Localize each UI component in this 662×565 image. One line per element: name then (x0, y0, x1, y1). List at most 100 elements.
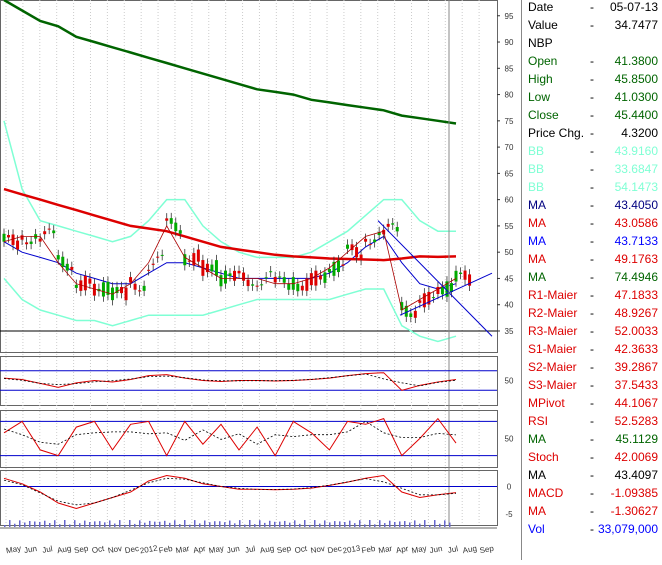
x-tick-label: 2013 (342, 543, 362, 555)
volume-bar (384, 523, 386, 527)
info-row: Vol -33,079,000 (526, 520, 658, 538)
volume-bar (29, 521, 31, 527)
info-label: Date (528, 0, 554, 14)
candle-body (364, 238, 368, 242)
volume-bar (444, 520, 446, 527)
volume-bar (369, 520, 371, 527)
info-label: Close (528, 108, 559, 122)
volume-bar (19, 520, 21, 527)
candle-body (436, 286, 440, 294)
candle-body (70, 266, 74, 270)
info-row: Price Chg. - 4.3200 (526, 124, 658, 142)
volume-bar (109, 520, 111, 527)
info-separator: - (590, 162, 594, 176)
volume-bar (94, 521, 96, 527)
candle-body (463, 270, 467, 280)
candle-body (65, 263, 69, 271)
x-tick-label: Feb (158, 544, 174, 555)
info-label: Price Chg. (528, 126, 585, 140)
volume-bar (79, 523, 81, 527)
volume-bar (224, 522, 226, 527)
info-row: Value - 34.7477 (526, 16, 658, 34)
info-row: MA - 45.1129 (526, 430, 658, 448)
x-tick-label: Aug (56, 544, 72, 555)
info-separator: - (590, 486, 594, 500)
volume-bar (419, 523, 421, 527)
info-label: MA (528, 468, 546, 482)
volume-bar (174, 520, 176, 527)
volume-bar (439, 523, 441, 527)
volume-bar (354, 523, 356, 527)
volume-bar (49, 523, 51, 527)
candle-body (79, 280, 83, 291)
candle-body (318, 275, 322, 280)
info-row: Stoch - 42.0069 (526, 448, 658, 466)
candle-body (7, 235, 11, 238)
info-separator: - (590, 270, 594, 284)
candle-body (133, 283, 137, 290)
info-separator: - (590, 144, 594, 158)
volume-bar (64, 520, 66, 527)
candle-body (350, 244, 354, 251)
info-row: NBP (526, 34, 658, 52)
candle-body (25, 242, 29, 245)
info-row: Date - 05-07-13 (526, 0, 658, 16)
info-row: MA - 43.4097 (526, 466, 658, 484)
info-value: 43.7133 (614, 234, 658, 248)
candle-body (251, 284, 255, 286)
volume-bar (184, 520, 186, 527)
info-label: MA (528, 234, 546, 248)
info-label: Open (528, 54, 558, 68)
info-label: MA (528, 270, 546, 284)
bollinger-lower (3, 277, 457, 343)
ma-200-line (3, 187, 457, 262)
info-label: S1-Maier (528, 342, 577, 356)
y-tick-label: 40 (505, 301, 514, 310)
volume-bar (89, 522, 91, 527)
volume-bar (339, 521, 341, 527)
candle-body (418, 300, 422, 303)
candle-body (459, 272, 463, 274)
chart-area[interactable]: May Jun Jul Aug Sep Oct Nov Dec 2012 Feb Mar Apr May… (0, 0, 521, 560)
x-tick-label: Nov (107, 544, 123, 555)
x-tick-label: Jun (429, 544, 443, 555)
candle-body (282, 277, 286, 283)
info-row: MA - 43.7133 (526, 232, 658, 250)
candle-body (138, 290, 142, 292)
chart-svg[interactable]: May Jun Jul Aug Sep Oct Nov Dec 2012 Feb Mar Apr May… (0, 0, 521, 560)
x-tick-label: Aug (462, 544, 478, 555)
info-separator: - (590, 324, 594, 338)
rsi-signal (3, 373, 457, 387)
info-value: -1.09385 (610, 486, 658, 500)
info-value: 42.0069 (614, 450, 658, 464)
info-value: 4.3200 (621, 126, 658, 140)
info-label: BB (528, 144, 545, 158)
volume-bar (429, 524, 431, 527)
candle-body (386, 223, 390, 227)
info-separator: - (590, 342, 594, 356)
candle-body (205, 263, 209, 273)
info-separator: - (590, 468, 594, 482)
volume-bar (259, 520, 261, 527)
candle-body (237, 270, 241, 274)
info-row: BB - 54.1473 (526, 178, 658, 196)
candle-body (440, 286, 444, 295)
info-value: 52.0033 (614, 324, 658, 338)
volume-bar (229, 520, 231, 527)
volume-bar (249, 520, 251, 527)
info-separator: - (590, 414, 594, 428)
info-label: BB (528, 180, 545, 194)
candle-body (142, 285, 146, 291)
x-tick-label: Feb (361, 544, 377, 555)
x-tick-label: Sep (276, 544, 292, 555)
x-tick-label: Oct (294, 544, 309, 555)
info-row: High - 45.8500 (526, 70, 658, 88)
candle-body (242, 272, 246, 281)
x-tick-label: Jul (42, 544, 54, 555)
candle-body (61, 256, 65, 267)
x-tick-label: Nov (310, 544, 326, 555)
volume-bar (254, 524, 256, 527)
bollinger-upper (3, 120, 456, 259)
x-tick-label: Oct (91, 544, 106, 555)
x-tick-label: Jul (244, 544, 256, 555)
